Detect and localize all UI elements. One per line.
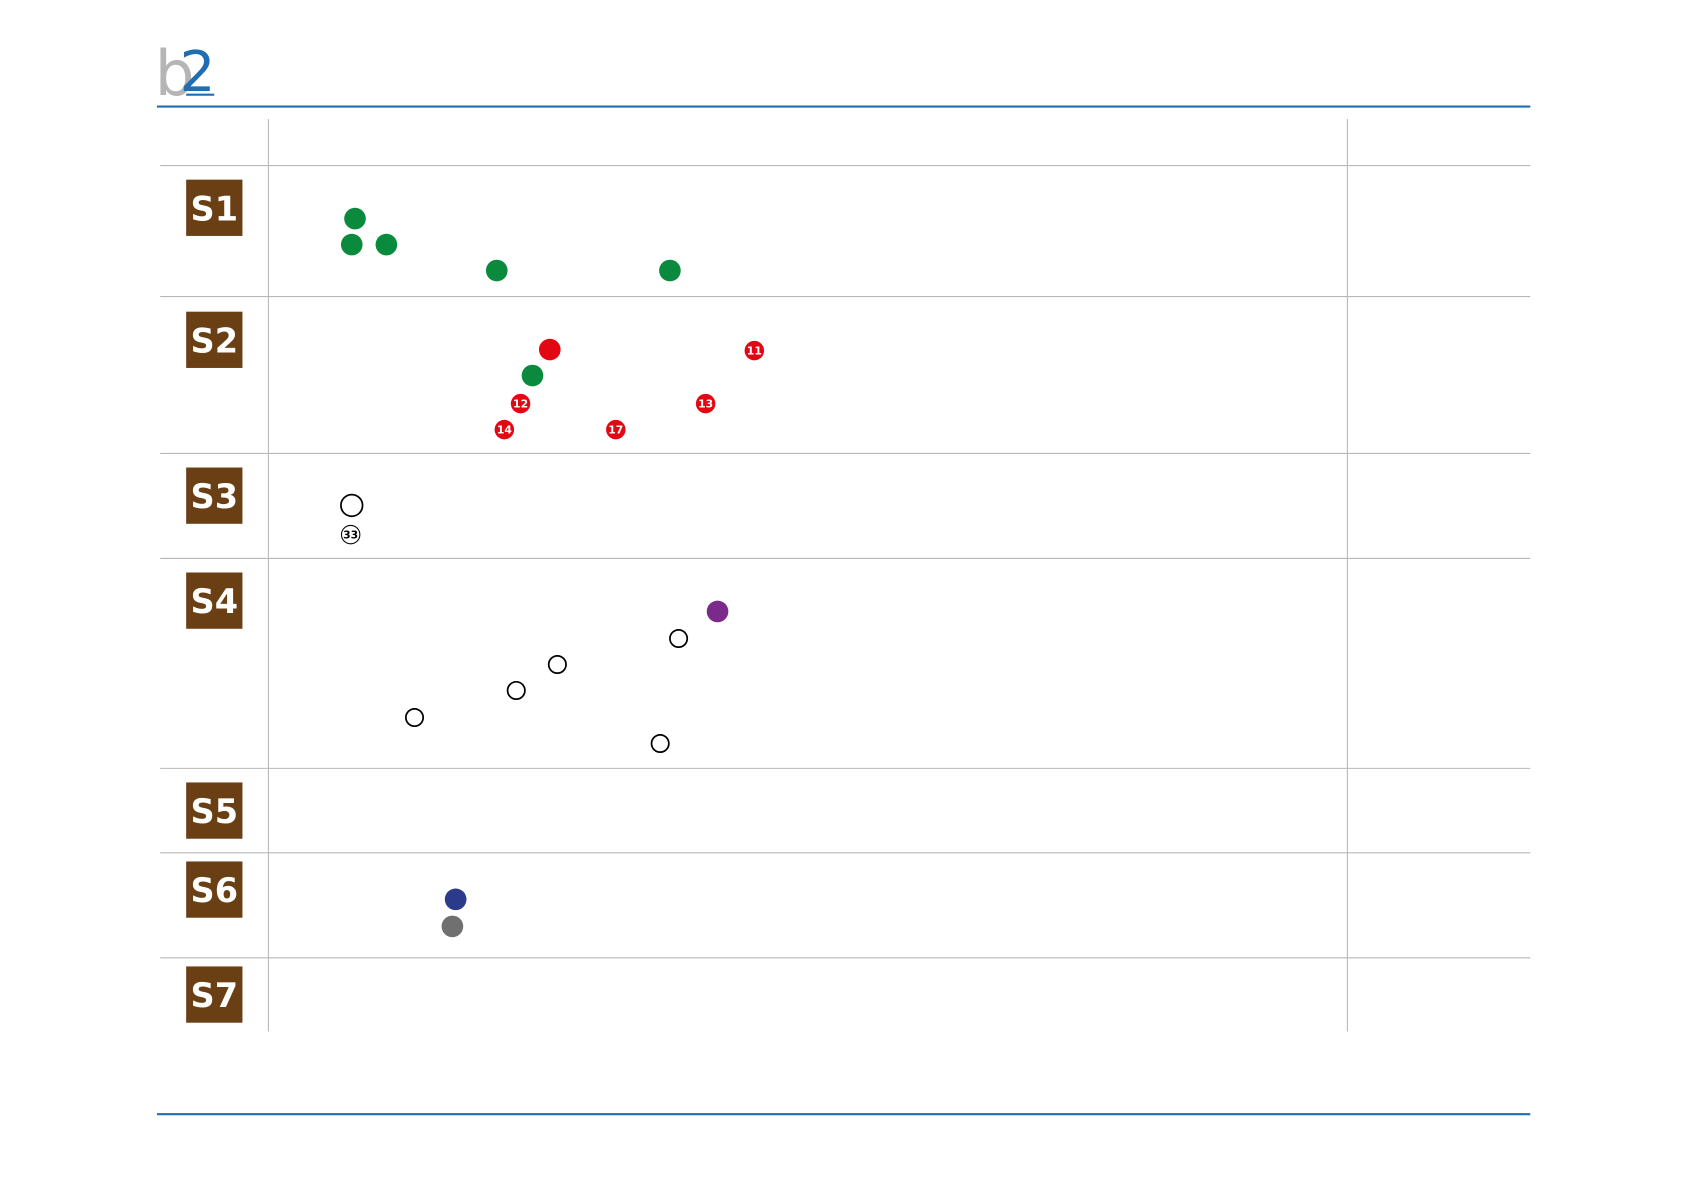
table-grid	[160, 119, 1531, 1032]
label-box	[186, 179, 243, 236]
row-label: S2	[191, 321, 238, 360]
row-label: S3	[191, 477, 238, 516]
label-box	[186, 467, 243, 524]
label-box	[186, 572, 243, 629]
green-dot	[659, 259, 681, 282]
badge-number: 13	[698, 398, 713, 411]
badge	[695, 393, 716, 414]
open-circle	[506, 680, 526, 700]
green-dot	[340, 233, 363, 256]
row-label: S7	[191, 976, 238, 1015]
label-box	[186, 782, 243, 839]
label-box	[186, 966, 243, 1023]
green-dot	[375, 233, 398, 256]
open-circle	[650, 733, 670, 754]
green-dot	[521, 364, 544, 387]
purple-dot	[706, 600, 729, 623]
row-label: S5	[191, 792, 238, 831]
red-dot	[538, 338, 561, 361]
badge	[494, 419, 515, 440]
green-dot	[485, 259, 508, 282]
open-circle	[669, 628, 689, 649]
row-label: S1	[191, 189, 238, 228]
label-box	[186, 311, 243, 368]
badge	[510, 393, 531, 414]
navy-dot	[444, 888, 467, 911]
badge-number: 11	[747, 345, 762, 358]
badge	[340, 524, 361, 545]
badge-number: 17	[608, 424, 623, 437]
gray-dot	[441, 915, 464, 938]
row-label: S4	[191, 582, 238, 621]
logo-letter: b	[155, 37, 195, 110]
row-labels: S1 S2 S3 S4 S5 S6 S7	[186, 179, 243, 1023]
open-circle	[404, 707, 425, 728]
badge	[606, 419, 626, 440]
markers: 11 12 13 14 17 33	[340, 207, 765, 938]
badge-number: 33	[343, 529, 358, 542]
badge-number: 14	[497, 424, 513, 437]
open-circle	[547, 654, 567, 675]
row-label: S6	[191, 871, 238, 910]
label-box	[186, 861, 243, 918]
badge	[744, 340, 765, 361]
logo: b 2	[155, 37, 216, 110]
green-dot	[344, 207, 366, 230]
open-circle	[340, 493, 364, 518]
badge-number: 12	[513, 398, 528, 411]
